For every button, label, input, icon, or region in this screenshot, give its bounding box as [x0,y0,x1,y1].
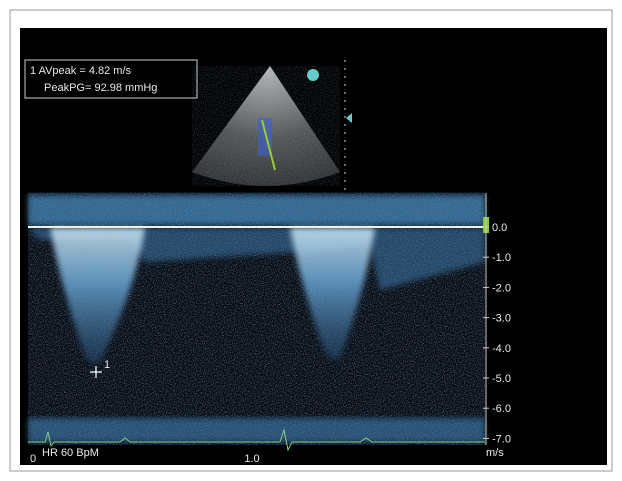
measurement-line: PeakPG= 92.98 mmHg [44,82,157,94]
scale-label: -2.0 [492,282,511,294]
scale-label: -3.0 [492,313,511,325]
scale-label: -5.0 [492,373,511,385]
scale-label: -4.0 [492,343,511,355]
cursor-label: 1 [104,359,110,371]
upper-band [28,195,485,225]
lower-band [28,418,485,442]
heart-rate: HR 60 BpM [42,447,99,459]
page: 1 AVpeak = 4.82 m/s PeakPG= 92.98 mmHg 1… [0,0,622,481]
indicator-dot [307,69,319,81]
measurement-line: 1 AVpeak = 4.82 m/s [30,65,131,77]
time-label: 0 [30,453,36,465]
scale-label: -6.0 [492,403,511,415]
ultrasound-screen: 1 AVpeak = 4.82 m/s PeakPG= 92.98 mmHg 1… [0,0,622,481]
scale-unit: m/s [486,447,504,459]
scale-label: -1.0 [492,252,511,264]
scale-label: -7.0 [492,433,511,445]
scale-label: 0.0 [492,222,507,234]
time-label: 1.0 [244,453,259,465]
